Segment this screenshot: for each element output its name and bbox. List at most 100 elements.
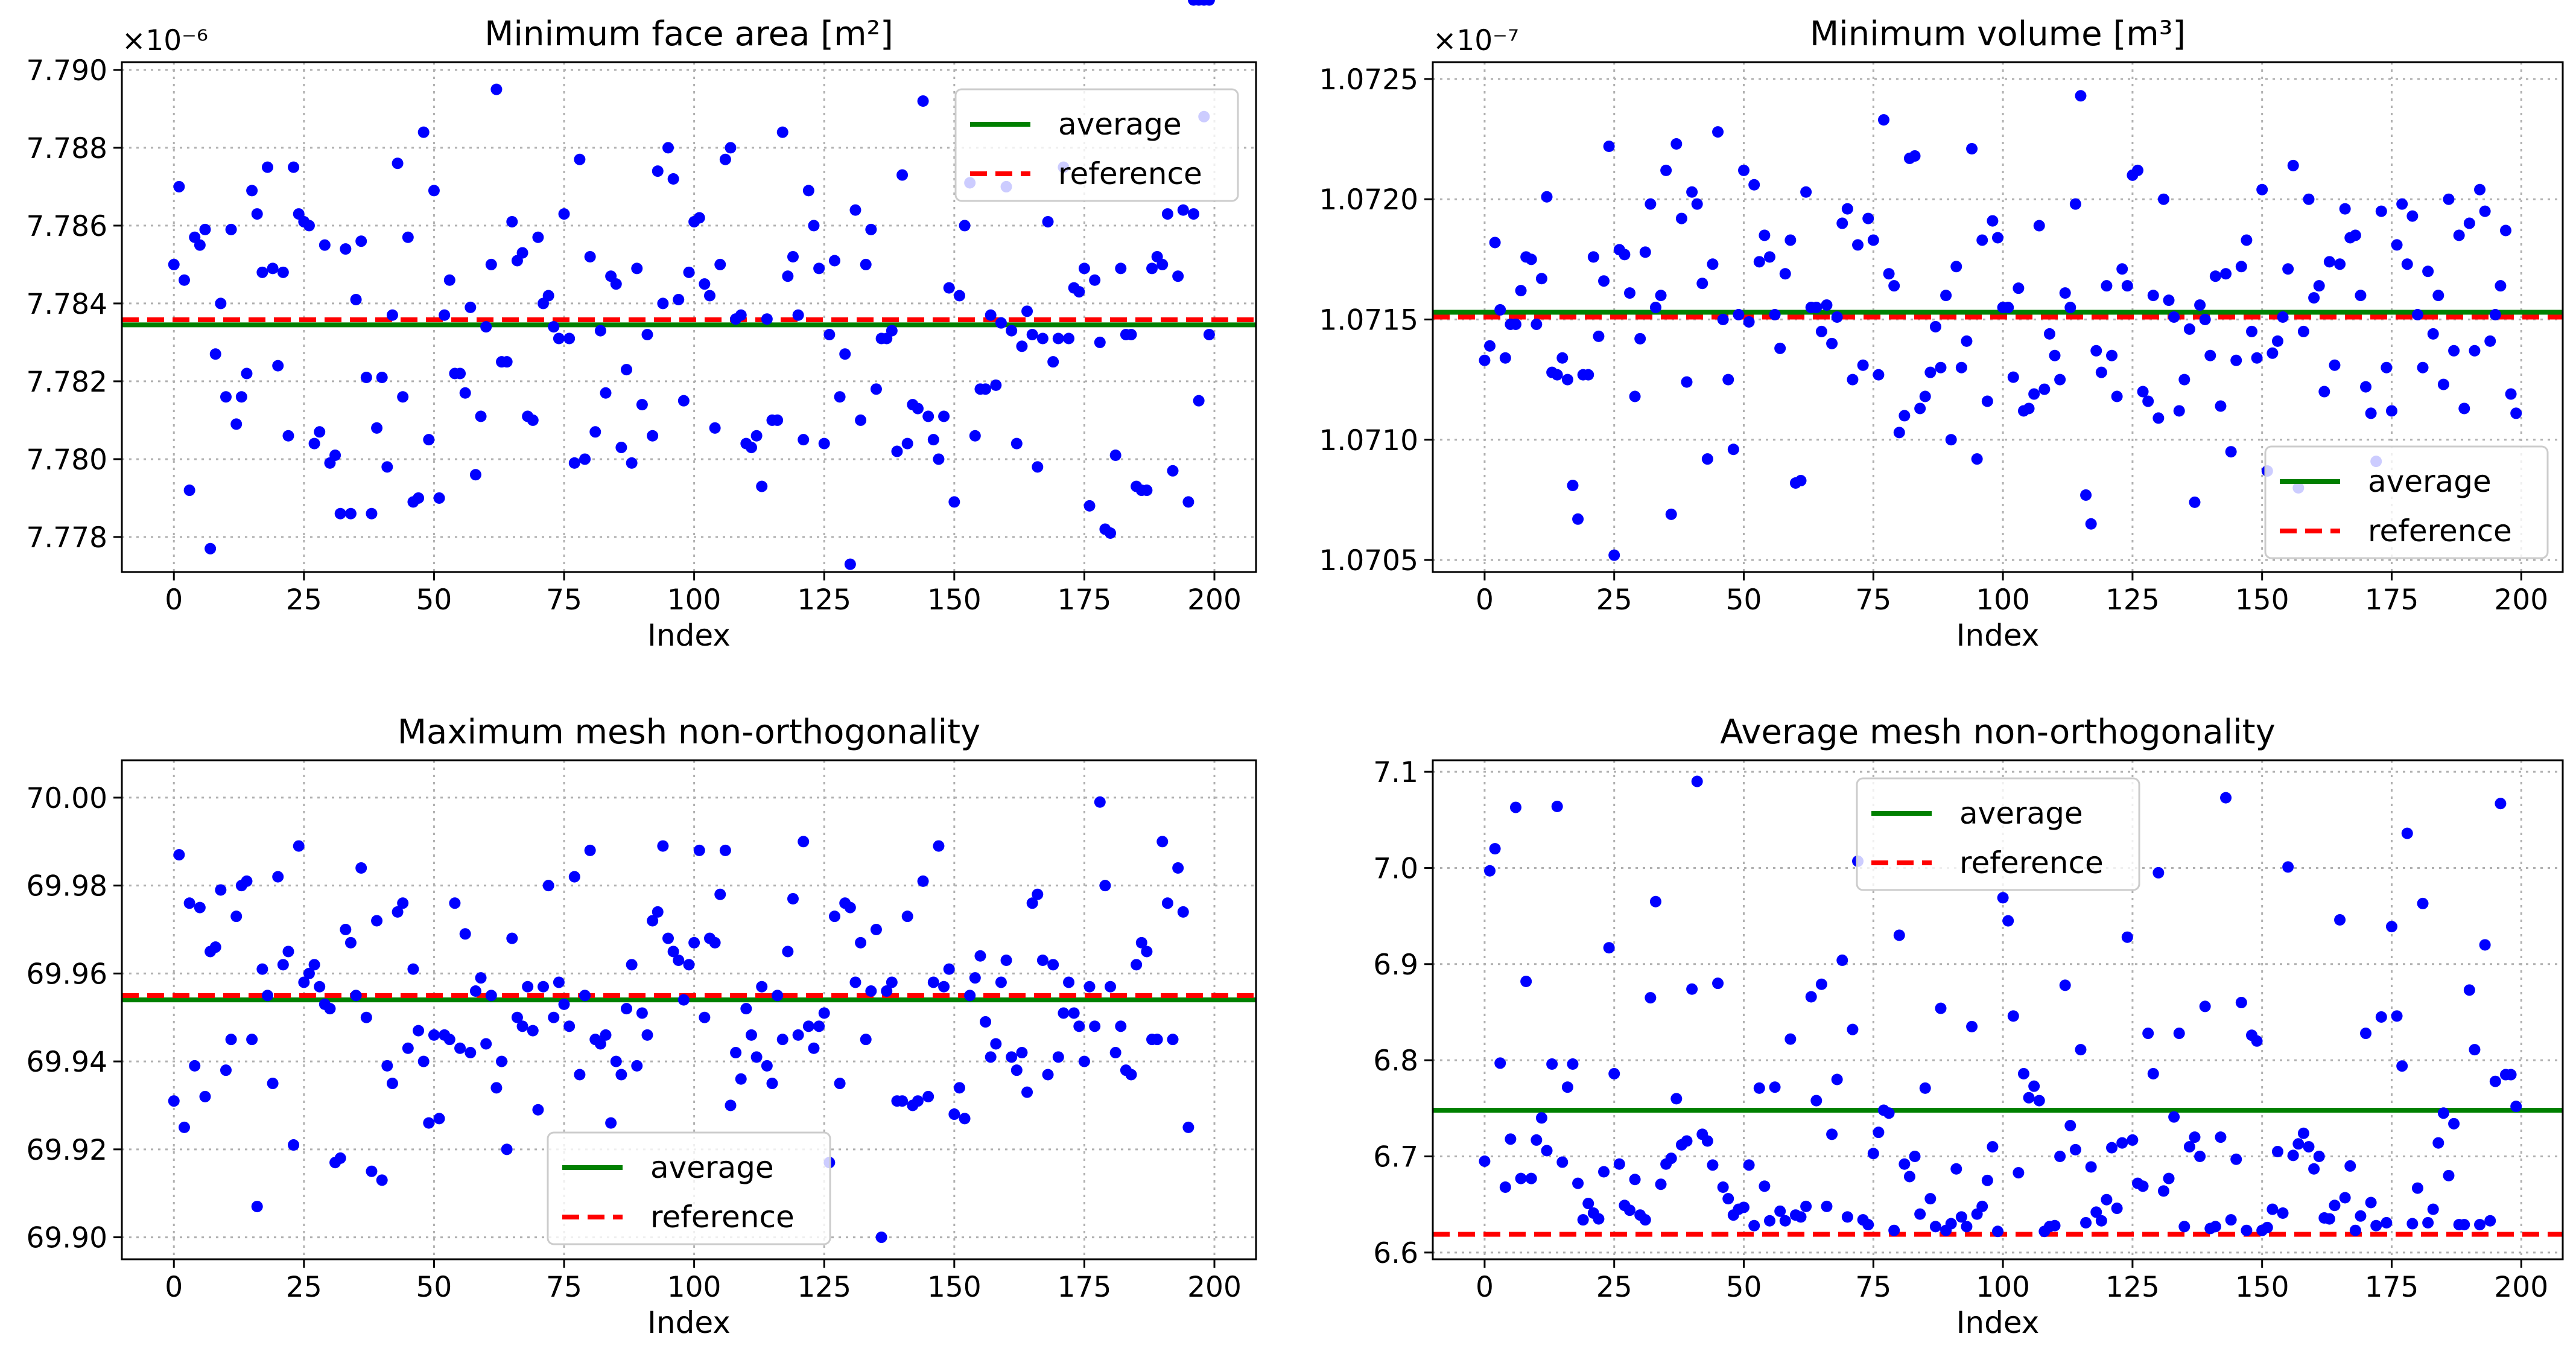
data-point xyxy=(1058,1007,1070,1019)
data-point xyxy=(1141,946,1153,958)
data-point xyxy=(2131,164,2143,176)
data-point xyxy=(636,1007,648,1019)
data-point xyxy=(1083,500,1096,512)
data-point xyxy=(392,157,404,170)
data-point xyxy=(1670,138,1683,150)
data-point xyxy=(1036,332,1048,345)
data-point xyxy=(1531,1134,1543,1146)
data-point xyxy=(1707,258,1719,270)
data-point xyxy=(246,1034,258,1046)
data-point xyxy=(220,391,232,403)
data-point xyxy=(1167,1034,1179,1046)
data-point xyxy=(2189,1131,2201,1143)
data-point xyxy=(1955,361,1967,373)
data-point xyxy=(631,262,643,275)
data-point xyxy=(818,1007,830,1019)
data-point xyxy=(1997,892,2009,904)
data-point xyxy=(371,422,383,434)
data-point xyxy=(1976,234,1988,246)
data-point xyxy=(1052,1051,1064,1063)
data-point xyxy=(1484,340,1496,352)
data-point xyxy=(776,1034,788,1046)
x-tick-label: 50 xyxy=(416,583,452,617)
data-point xyxy=(2199,313,2211,325)
data-point xyxy=(844,558,856,570)
data-point xyxy=(917,95,929,107)
data-point xyxy=(1748,1219,1760,1232)
data-point xyxy=(360,1011,372,1023)
data-point xyxy=(2469,345,2481,357)
data-point xyxy=(2054,373,2066,386)
data-point xyxy=(2033,220,2045,232)
data-point xyxy=(506,215,518,227)
data-point xyxy=(1177,906,1189,918)
data-point xyxy=(308,959,320,971)
data-point xyxy=(2505,388,2517,400)
data-point xyxy=(1836,217,1848,229)
data-point xyxy=(1479,1155,1491,1167)
data-point xyxy=(1156,258,1169,270)
x-tick-label: 75 xyxy=(546,583,582,617)
data-point xyxy=(2339,1192,2351,1204)
data-point xyxy=(927,434,939,446)
data-point xyxy=(2173,405,2185,417)
data-point xyxy=(2215,1131,2227,1143)
data-point xyxy=(490,1082,503,1094)
data-point xyxy=(1763,1215,1775,1227)
data-point xyxy=(1587,251,1599,263)
data-point xyxy=(2054,1151,2066,1163)
data-point xyxy=(1525,1172,1537,1184)
data-point xyxy=(1681,376,1693,388)
data-point xyxy=(2329,1200,2341,1212)
data-point xyxy=(1639,246,1651,258)
data-point xyxy=(397,897,409,909)
data-point xyxy=(1645,198,1657,210)
data-point xyxy=(563,332,576,345)
data-point xyxy=(1623,287,1635,299)
x-tick-label: 25 xyxy=(286,1271,322,1304)
data-point xyxy=(2297,1127,2309,1139)
data-point xyxy=(2469,1044,2481,1056)
data-point xyxy=(1551,800,1563,812)
data-point xyxy=(912,402,924,415)
data-point xyxy=(1826,337,1838,349)
data-point xyxy=(1509,318,1521,330)
data-point xyxy=(298,976,310,988)
data-point xyxy=(1063,976,1075,988)
data-point xyxy=(1026,897,1038,909)
data-point xyxy=(1873,369,1885,381)
data-point xyxy=(2152,866,2165,879)
data-point xyxy=(1966,142,1978,154)
data-point xyxy=(787,893,799,905)
data-point xyxy=(683,266,695,278)
data-point xyxy=(251,1201,263,1213)
data-point xyxy=(230,418,243,430)
x-tick-label: 0 xyxy=(1476,1271,1494,1304)
data-point xyxy=(241,875,253,887)
data-point xyxy=(756,480,768,492)
data-point xyxy=(626,457,638,469)
data-point xyxy=(1810,1095,1823,1107)
data-point xyxy=(1582,1198,1594,1210)
data-point xyxy=(277,959,289,971)
data-point xyxy=(2116,1137,2128,1149)
data-point xyxy=(1966,1020,1978,1032)
data-point xyxy=(215,297,227,310)
data-point xyxy=(2349,1224,2361,1236)
data-point xyxy=(1131,959,1143,971)
data-point xyxy=(901,911,913,923)
data-point xyxy=(1914,402,1926,415)
data-point xyxy=(527,414,539,426)
data-point xyxy=(1006,1051,1018,1063)
x-tick-label: 100 xyxy=(667,1271,722,1304)
data-point xyxy=(1541,1145,1553,1157)
data-point xyxy=(282,430,294,442)
data-point xyxy=(516,1020,528,1032)
data-point xyxy=(641,1029,653,1041)
data-point xyxy=(1016,1047,1028,1059)
data-point xyxy=(1520,975,1532,987)
data-point xyxy=(1707,1159,1719,1171)
data-point xyxy=(2075,90,2087,102)
data-point xyxy=(693,844,705,856)
data-point xyxy=(2225,1214,2237,1226)
